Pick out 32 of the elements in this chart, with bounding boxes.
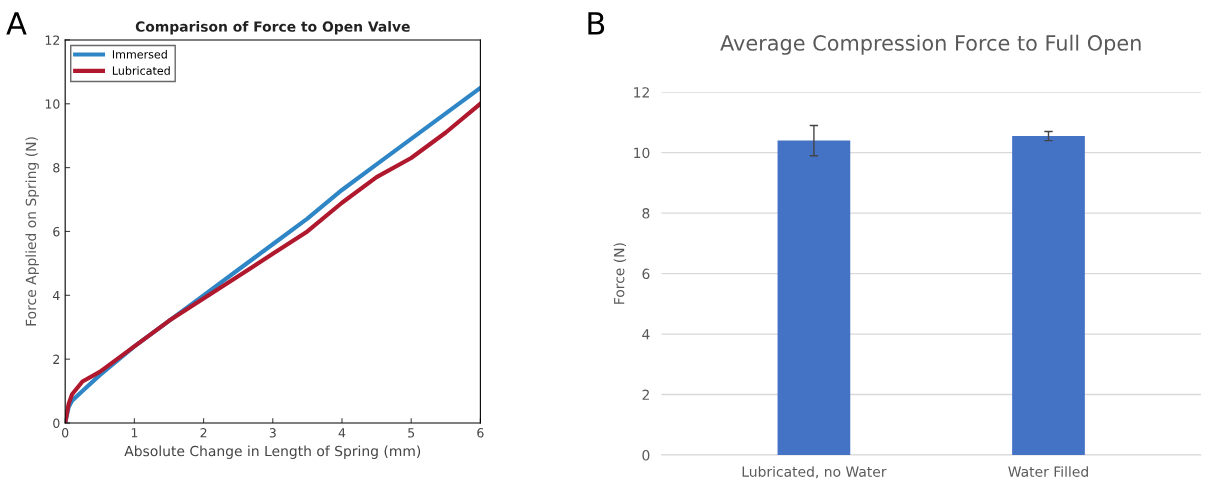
y-axis-title: Force (N) (613, 243, 627, 304)
y-tick-label: 12 (45, 35, 60, 45)
y-tick-label: 4 (52, 290, 60, 301)
x-tick-label: 5 (408, 428, 415, 438)
x-tick-label: 0 (62, 428, 69, 438)
x-axis-title: Absolute Change in Length of Spring (mm) (124, 445, 421, 459)
chart-title: Average Compression Force to Full Open (720, 34, 1141, 55)
x-tick-label: 3 (269, 428, 276, 438)
y-tick-label: 4 (642, 329, 650, 340)
y-axis-title: Force Applied on Spring (N) (25, 137, 39, 326)
x-tick-label: 2 (200, 428, 207, 438)
x-tick-label: 1 (131, 428, 138, 438)
x-tick-label: 6 (477, 428, 484, 438)
legend-label: Immersed (112, 49, 167, 59)
chart-title: Comparison of Force to Open Valve (135, 21, 410, 35)
y-tick-label: 2 (53, 354, 60, 364)
y-tick-label: 0 (53, 418, 60, 428)
y-tick-label: 0 (642, 450, 650, 461)
x-tick-label: 4 (338, 428, 346, 438)
y-tick-label: 12 (634, 87, 649, 98)
y-tick-label: 10 (634, 147, 650, 159)
y-tick-label: 6 (53, 226, 60, 237)
y-tick-label: 10 (45, 99, 60, 109)
y-tick-label: 2 (642, 389, 649, 400)
y-tick-label: 8 (642, 208, 650, 219)
y-tick-label: 8 (53, 163, 60, 173)
x-tick-label: Water Filled (1008, 466, 1088, 477)
text: B (588, 12, 605, 35)
legend-label: Lubricated (112, 66, 170, 75)
text: A (6, 12, 27, 35)
x-tick-label: Lubricated, no Water (742, 466, 887, 479)
y-tick-label: 6 (642, 268, 650, 280)
